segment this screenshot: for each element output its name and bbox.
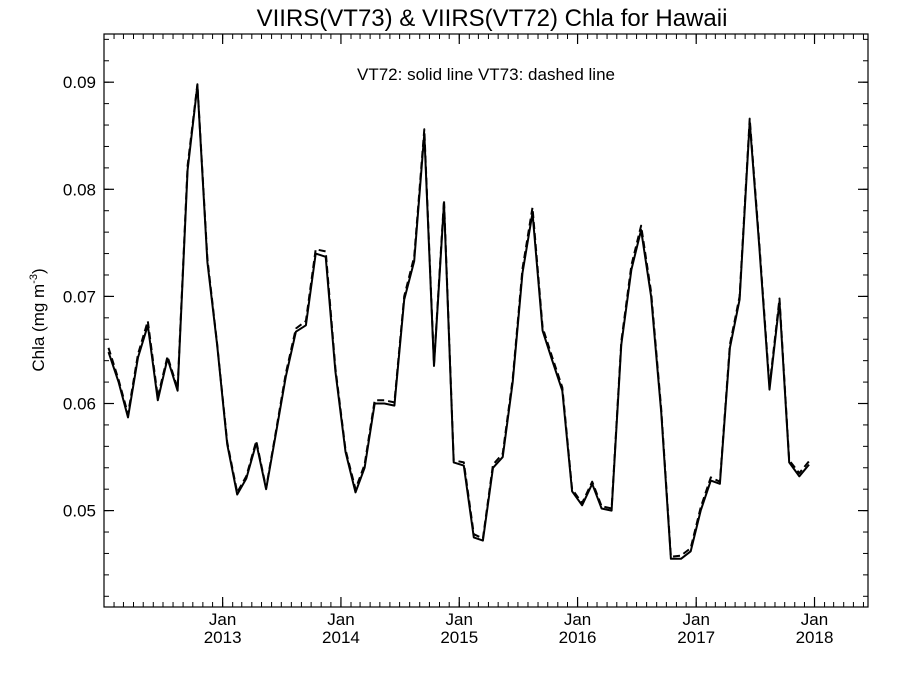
x-tick-month-label: Jan	[327, 610, 354, 629]
x-tick-year-label: 2018	[796, 628, 834, 647]
series-lines	[107, 83, 810, 560]
x-tick-month-label: Jan	[564, 610, 591, 629]
x-tick-month-label: Jan	[209, 610, 236, 629]
y-tick-label: 0.09	[63, 73, 96, 92]
x-tick-month-label: Jan	[801, 610, 828, 629]
x-tick-year-label: 2017	[677, 628, 715, 647]
legend-annotation: VT72: solid line VT73: dashed line	[357, 65, 615, 84]
series-line-vt72	[107, 84, 810, 560]
x-tick-year-label: 2013	[204, 628, 242, 647]
y-axis-label-main: Chla (mg m	[29, 284, 48, 372]
y-axis-label-superscript: -3	[28, 274, 40, 284]
x-tick-year-label: 2015	[440, 628, 478, 647]
x-tick-month-label: Jan	[446, 610, 473, 629]
chart-title: VIIRS(VT73) & VIIRS(VT72) Chla for Hawai…	[257, 5, 728, 32]
x-tick-year-label: 2014	[322, 628, 360, 647]
x-tick-year-label: 2016	[559, 628, 597, 647]
y-tick-label: 0.07	[63, 287, 96, 306]
x-axis-ticks: Jan2013Jan2014Jan2015Jan2016Jan2017Jan20…	[204, 34, 834, 647]
y-axis-label: Chla (mg m-3)	[28, 268, 48, 371]
y-tick-label: 0.08	[63, 180, 96, 199]
y-axis-ticks: 0.05 0.06 0.07 0.08 0.09	[63, 73, 868, 521]
x-tick-month-label: Jan	[682, 610, 709, 629]
plot-frame	[103, 33, 869, 608]
y-axis-label-close: )	[29, 268, 48, 274]
series-line-vt73	[107, 83, 810, 558]
y-tick-label: 0.06	[63, 395, 96, 414]
y-tick-label: 0.05	[63, 502, 96, 521]
